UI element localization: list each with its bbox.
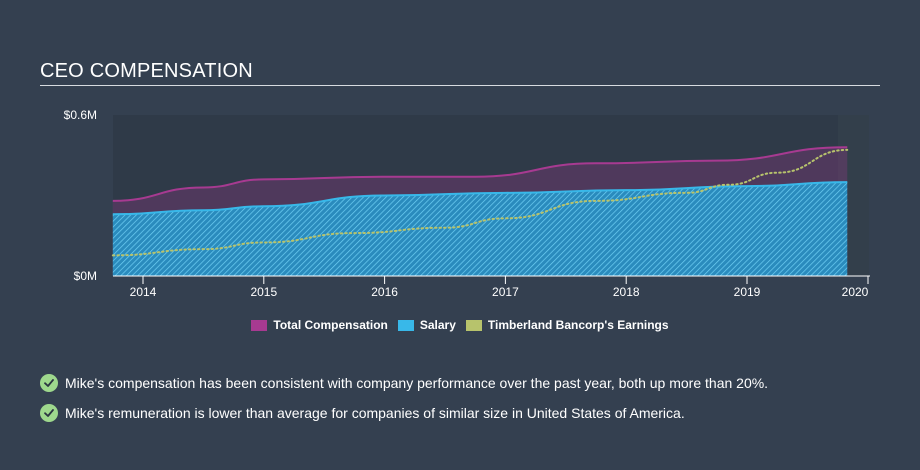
- x-tick-label: 2016: [371, 285, 398, 299]
- legend-swatch-earnings: [465, 319, 482, 331]
- x-tick-label: 2019: [734, 285, 761, 299]
- insight-notes: Mike's compensation has been consistent …: [40, 368, 900, 428]
- timberland-bancorp-s-earnings-line: [111, 148, 849, 257]
- x-tick-label: 2014: [130, 285, 157, 299]
- x-tick-label: 2015: [250, 285, 277, 299]
- legend-swatch-salary: [397, 319, 414, 331]
- legend-label: Timberland Bancorp's Earnings: [487, 318, 669, 332]
- y-tick-label: $0M: [74, 269, 97, 283]
- legend-item-total-compensation[interactable]: Total Compensation: [251, 318, 388, 332]
- title-divider: [40, 85, 880, 86]
- x-tick-label: 2017: [492, 285, 519, 299]
- ceo-compensation-chart: 2014 2015 2016 2017 2018 2019 2020 $0M $0.6M: [64, 108, 870, 299]
- legend-label: Total Compensation: [273, 318, 388, 332]
- y-tick-label: $0.6M: [64, 108, 97, 122]
- legend-swatch-total-compensation: [251, 319, 268, 331]
- chart-legend: Total Compensation Salary Timberland Ban…: [0, 318, 920, 332]
- legend-item-salary[interactable]: Salary: [397, 318, 456, 332]
- x-tick-label: 2020: [842, 285, 869, 299]
- check-icon: [40, 404, 58, 422]
- legend-label: Salary: [419, 318, 456, 332]
- note-text: Mike's remuneration is lower than averag…: [65, 405, 685, 421]
- x-tick-label: 2018: [613, 285, 640, 299]
- salary-line: [112, 181, 848, 216]
- legend-item-earnings[interactable]: Timberland Bancorp's Earnings: [465, 318, 669, 332]
- total-compensation-line: [112, 146, 848, 202]
- note-item: Mike's compensation has been consistent …: [40, 368, 900, 398]
- note-text: Mike's compensation has been consistent …: [65, 375, 769, 391]
- check-icon: [40, 374, 58, 392]
- note-item: Mike's remuneration is lower than averag…: [40, 398, 900, 428]
- section-title: CEO COMPENSATION: [40, 60, 253, 82]
